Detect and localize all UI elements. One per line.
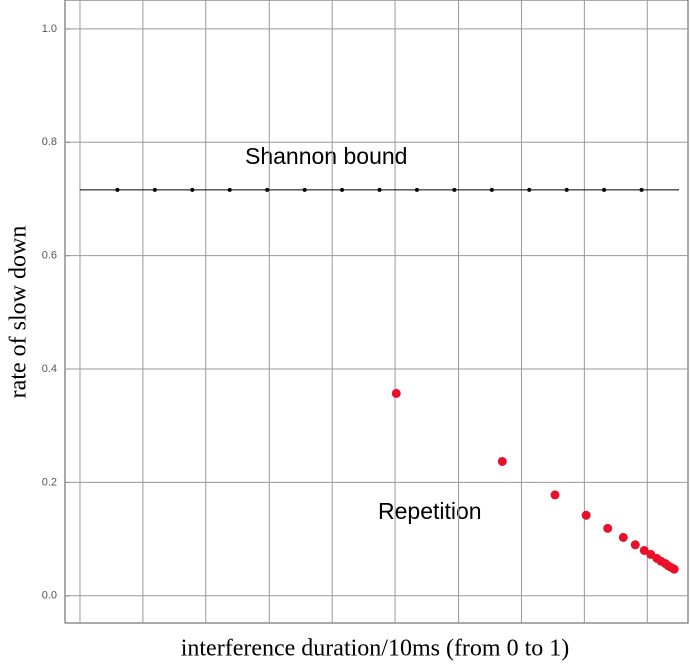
point — [639, 187, 644, 192]
point — [603, 523, 613, 533]
point — [550, 490, 560, 500]
y-tick-label: 0.8 — [42, 136, 57, 148]
plot-area — [64, 0, 689, 624]
series-label: Shannon bound — [245, 143, 407, 169]
point — [265, 187, 270, 192]
point — [630, 540, 640, 550]
point — [152, 187, 157, 192]
y-tick-label: 1.0 — [42, 23, 57, 35]
point — [391, 388, 401, 398]
point — [639, 545, 649, 555]
point — [414, 187, 419, 192]
point — [669, 564, 679, 574]
point — [377, 187, 382, 192]
point — [340, 187, 345, 192]
point — [497, 456, 507, 466]
point — [452, 187, 457, 192]
y-tick-label: 0.4 — [42, 363, 57, 375]
y-tick-label: 0.6 — [42, 250, 57, 262]
y-axis-label: rate of slow down — [6, 226, 32, 399]
point — [227, 187, 232, 192]
point — [489, 187, 494, 192]
point — [527, 187, 532, 192]
series-label: Repetition — [378, 498, 482, 524]
point — [302, 187, 307, 192]
point — [581, 510, 591, 520]
point — [564, 187, 569, 192]
point — [115, 187, 120, 192]
point — [618, 532, 628, 542]
y-tick-label: 0.2 — [42, 476, 57, 488]
x-axis-label: interference duration/10ms (from 0 to 1) — [181, 636, 570, 662]
point — [602, 187, 607, 192]
point — [190, 187, 195, 192]
y-tick-label: 0.0 — [42, 590, 57, 602]
